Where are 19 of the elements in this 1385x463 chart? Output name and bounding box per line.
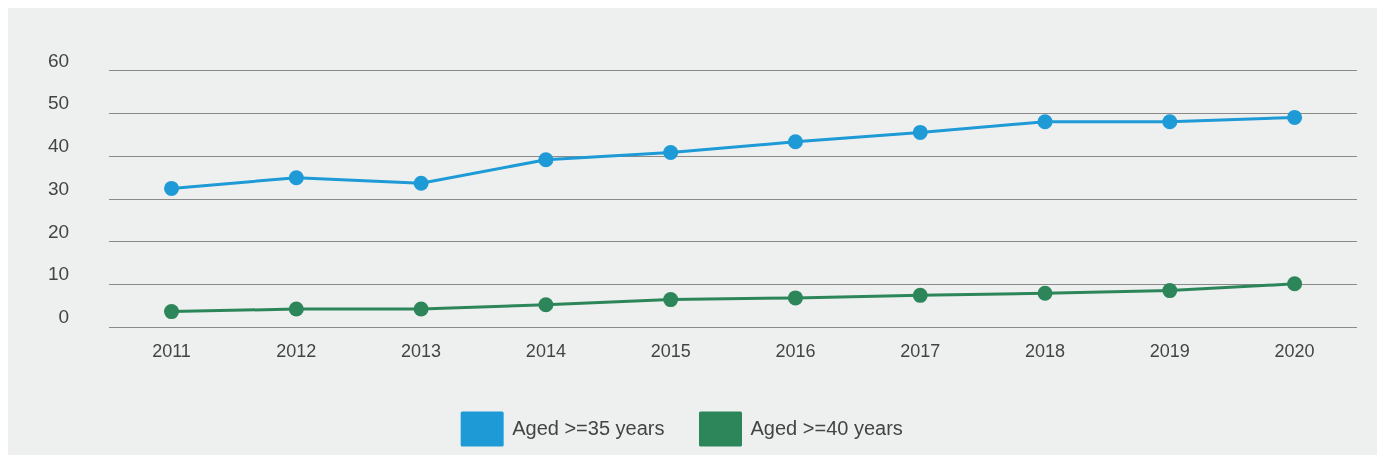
y-tick-label: 10 <box>47 263 70 285</box>
x-tick-label: 2011 <box>152 341 191 362</box>
y-tick-label: 40 <box>47 135 70 157</box>
x-tick-label: 2018 <box>1025 341 1066 362</box>
x-tick-label: 2012 <box>276 341 317 362</box>
x-tick-label: 2016 <box>775 341 816 362</box>
x-tick-label: 2020 <box>1274 341 1315 362</box>
y-tick-label: 0 <box>58 306 70 328</box>
y-tick-label: 30 <box>47 177 70 199</box>
legend-label: Aged >=35 years <box>512 416 665 439</box>
x-tick-label: 2015 <box>650 341 691 362</box>
x-tick-label: 2017 <box>900 341 941 362</box>
y-tick-label: 60 <box>47 49 70 71</box>
x-tick-label: 2019 <box>1149 341 1190 362</box>
legend-label: Aged >=40 years <box>750 416 903 439</box>
x-tick-label: 2014 <box>525 341 566 362</box>
x-tick-label: 2013 <box>401 341 442 362</box>
y-tick-label: 50 <box>47 92 70 114</box>
y-tick-label: 20 <box>47 220 70 242</box>
